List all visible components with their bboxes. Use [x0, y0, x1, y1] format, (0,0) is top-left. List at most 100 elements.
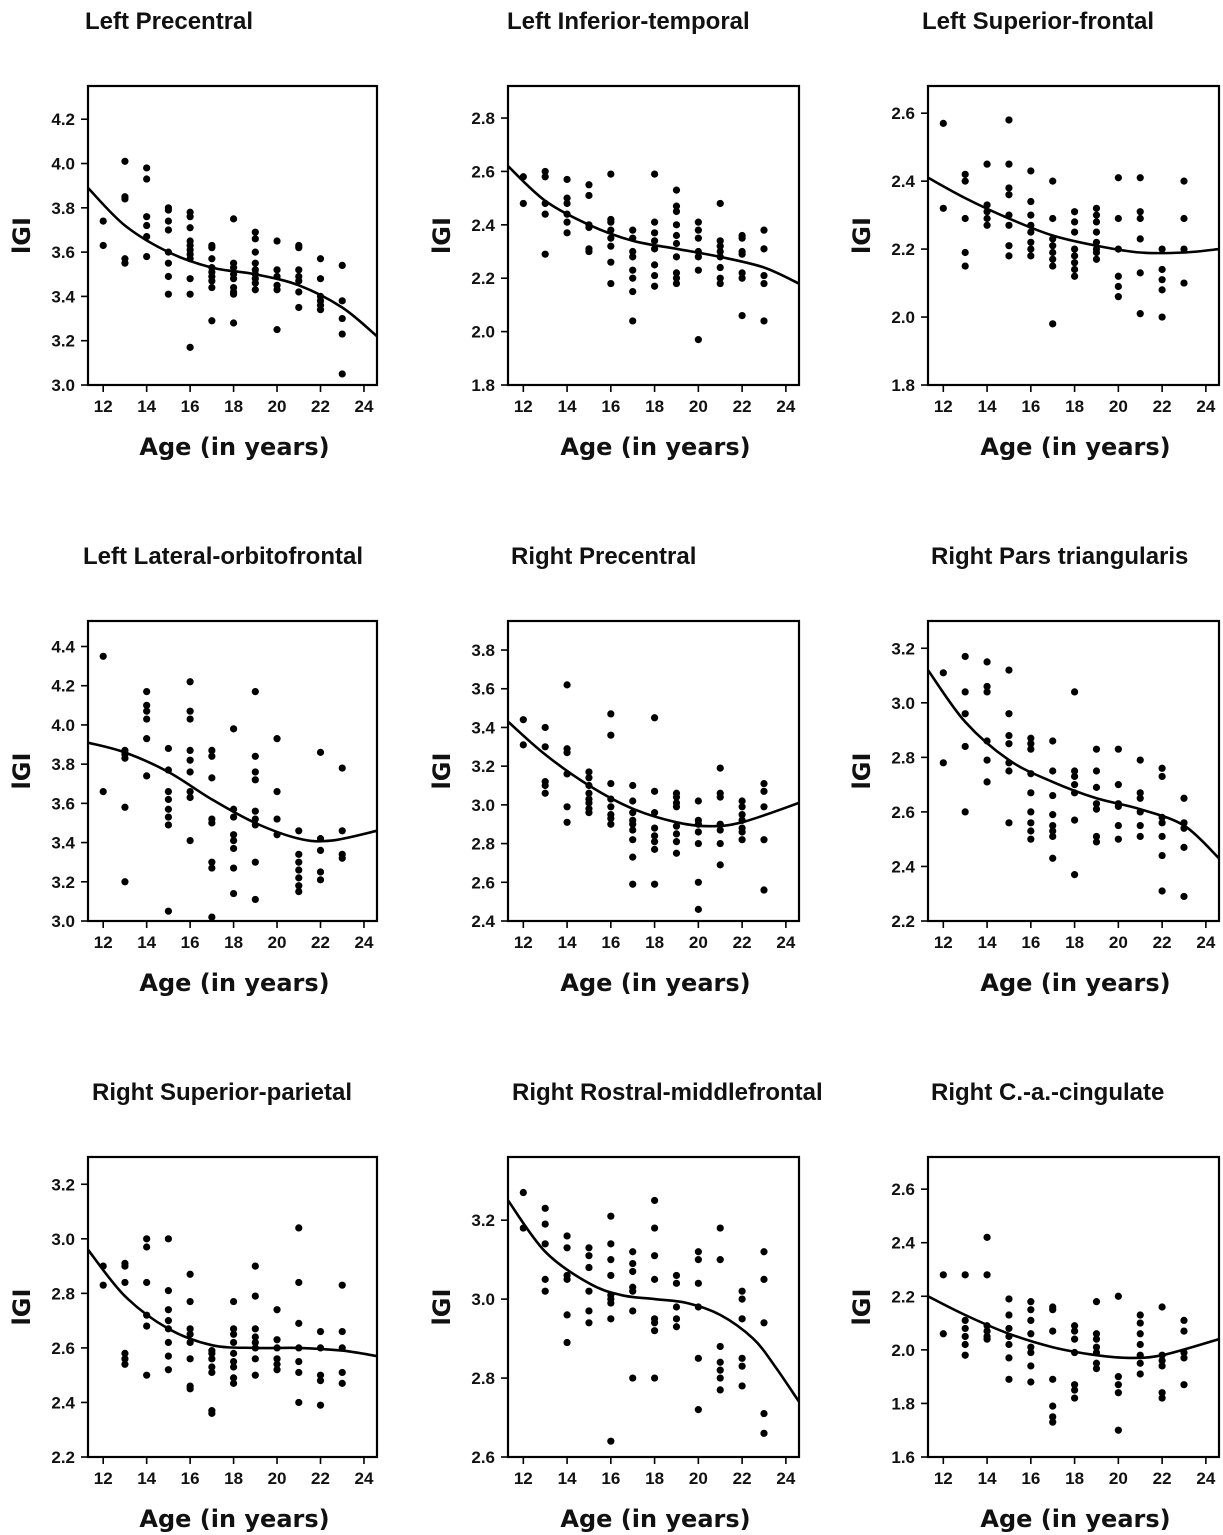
data-point [650, 170, 659, 178]
data-point [1070, 1386, 1079, 1394]
data-point [961, 1351, 969, 1359]
data-point [186, 290, 194, 298]
x-tick-label: 18 [1065, 1469, 1084, 1488]
data-point [716, 237, 724, 245]
data-point [1049, 262, 1057, 270]
data-point [694, 336, 702, 344]
data-point [650, 714, 659, 722]
data-points [519, 167, 768, 344]
data-point [1027, 835, 1035, 843]
data-point [629, 226, 637, 234]
y-tick-label: 4.0 [51, 716, 75, 735]
data-point [251, 687, 259, 696]
data-point [1005, 767, 1013, 775]
data-point [1158, 832, 1166, 841]
data-point [939, 119, 947, 127]
chart-title: Right Superior-parietal [92, 1079, 352, 1106]
chart-panel-3: Left Superior-frontal 12 14 16 18 20 22 24 1.8 2.… [848, 8, 1221, 461]
x-tick-label: 20 [689, 1469, 708, 1488]
y-tick-label: 2.0 [471, 323, 495, 342]
x-tick-label: 20 [268, 397, 287, 416]
data-point [1049, 1418, 1057, 1426]
data-point [607, 1212, 615, 1220]
x-tick-label: 24 [776, 1469, 795, 1488]
data-point [650, 1196, 659, 1205]
data-point [121, 1262, 129, 1270]
data-point [208, 1368, 216, 1377]
data-point [1027, 245, 1035, 253]
data-point [1180, 1381, 1188, 1389]
data-point [672, 1271, 681, 1280]
data-point [1114, 293, 1122, 301]
data-point [585, 774, 593, 782]
data-point [1049, 791, 1057, 800]
y-axis-label: lGI [8, 1289, 36, 1326]
data-point [164, 821, 172, 829]
data-point [760, 836, 768, 844]
data-point [1136, 821, 1144, 830]
fit-curve [928, 176, 1219, 255]
data-point [694, 234, 702, 242]
x-tick-label: 24 [355, 933, 374, 952]
data-point [563, 218, 571, 226]
x-tick-label: 12 [94, 1469, 113, 1488]
data-point [208, 858, 216, 866]
data-point [760, 1429, 768, 1437]
data-point [1005, 731, 1013, 740]
data-point [186, 1355, 194, 1363]
x-tick-label: 12 [514, 1469, 533, 1488]
data-point [1070, 272, 1079, 280]
data-point [316, 275, 325, 283]
data-point [338, 1327, 346, 1336]
data-point [316, 306, 325, 314]
data-point [939, 204, 947, 212]
data-point [295, 1278, 303, 1287]
x-tick-label: 22 [1153, 933, 1172, 952]
data-point [738, 250, 746, 258]
data-point [121, 157, 129, 165]
x-tick-label: 16 [1021, 933, 1040, 952]
y-axis-label: lGI [8, 753, 36, 790]
data-point [585, 1244, 593, 1252]
data-point [563, 1311, 571, 1319]
x-axis-label: Age (in years) [560, 433, 750, 461]
data-point [650, 218, 659, 226]
data-point [143, 213, 151, 221]
data-point [1049, 1375, 1057, 1383]
data-point [650, 832, 659, 840]
data-point [164, 907, 172, 915]
y-tick-label: 2.6 [51, 1339, 75, 1358]
data-point [1158, 1362, 1166, 1370]
data-point [1114, 214, 1122, 223]
data-point [99, 1281, 107, 1289]
x-tick-label: 20 [1109, 397, 1128, 416]
y-tick-label: 3.6 [51, 794, 75, 813]
data-point [1005, 1295, 1013, 1303]
plot-frame [506, 619, 801, 923]
data-point [672, 803, 681, 811]
data-point [607, 1240, 615, 1248]
data-point [1070, 1335, 1079, 1343]
data-point [1136, 208, 1144, 216]
x-tick-label: 20 [1109, 1469, 1128, 1488]
data-point [541, 781, 549, 790]
x-tick-label: 24 [1196, 1469, 1215, 1488]
data-point [607, 1437, 615, 1445]
x-tick-label: 18 [645, 933, 664, 952]
data-point [143, 1235, 151, 1243]
plot-frame [506, 1155, 801, 1459]
data-point [208, 746, 216, 755]
data-point [541, 743, 549, 751]
data-point [1092, 218, 1101, 226]
data-point [983, 1233, 991, 1241]
data-point [738, 1354, 746, 1362]
data-point [1027, 1378, 1035, 1386]
data-point [1005, 1375, 1013, 1383]
data-point [563, 194, 571, 202]
x-tick-label: 18 [224, 397, 243, 416]
plot-frame [86, 1155, 379, 1459]
x-tick-label: 14 [978, 397, 997, 416]
data-point [251, 1333, 259, 1341]
data-point [1070, 245, 1079, 253]
data-point [1114, 174, 1122, 182]
